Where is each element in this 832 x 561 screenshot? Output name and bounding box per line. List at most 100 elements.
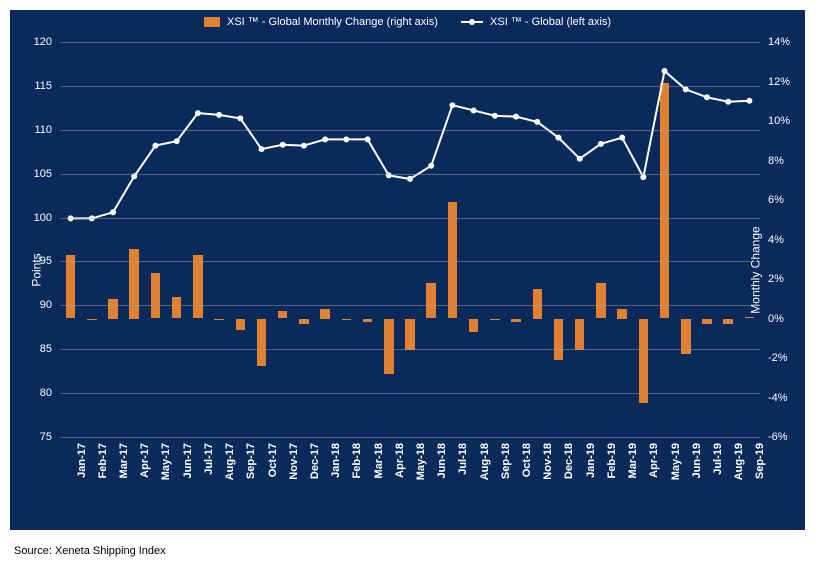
chart-area: XSI ™ - Global Monthly Change (right axi… <box>10 10 805 530</box>
x-tick-label: Oct-17 <box>267 443 279 477</box>
line-marker <box>725 99 731 105</box>
legend: XSI ™ - Global Monthly Change (right axi… <box>10 16 805 28</box>
line-marker <box>110 209 116 215</box>
y-right-tick-label: 12% <box>768 76 808 88</box>
line-marker <box>640 174 646 180</box>
y-right-tick-label: 2% <box>768 273 808 285</box>
x-tick-label: Sep-19 <box>754 443 766 479</box>
gridline <box>60 218 760 219</box>
line-path <box>71 71 750 218</box>
y-right-tick-label: 14% <box>768 36 808 48</box>
line-marker <box>471 107 477 113</box>
bar-swatch-icon <box>204 17 220 27</box>
line-marker <box>407 176 413 182</box>
line-marker <box>746 98 752 104</box>
y-right-tick-label: 8% <box>768 155 808 167</box>
legend-line-label: XSI ™ - Global (left axis) <box>490 16 611 28</box>
line-marker <box>343 136 349 142</box>
line-marker <box>662 68 668 74</box>
line-swatch-icon <box>461 17 483 27</box>
x-tick-label: Aug-17 <box>224 443 236 480</box>
line-marker <box>280 142 286 148</box>
x-tick-label: Aug-19 <box>733 443 745 480</box>
line-layer <box>60 42 760 437</box>
chart-container: XSI ™ - Global Monthly Change (right axi… <box>0 0 832 561</box>
source-text: Source: Xeneta Shipping Index <box>14 545 166 557</box>
x-tick-label: Sep-17 <box>245 443 257 479</box>
y-right-tick-label: 0% <box>768 313 808 325</box>
line-marker <box>598 141 604 147</box>
line-marker <box>322 136 328 142</box>
y-right-tick-label: -4% <box>768 392 808 404</box>
x-tick-label: Dec-18 <box>563 443 575 479</box>
gridline <box>60 174 760 175</box>
gridline <box>60 393 760 394</box>
y-left-tick-label: 95 <box>12 255 52 267</box>
line-marker <box>492 113 498 119</box>
x-tick-label: Apr-18 <box>394 443 406 478</box>
legend-bar-label: XSI ™ - Global Monthly Change (right axi… <box>227 16 438 28</box>
y-right-tick-label: 10% <box>768 115 808 127</box>
x-tick-label: Dec-17 <box>309 443 321 479</box>
x-tick-label: Jul-17 <box>203 443 215 475</box>
x-tick-label: Oct-18 <box>521 443 533 477</box>
line-marker <box>619 135 625 141</box>
x-tick-label: May-18 <box>415 443 427 480</box>
line-marker <box>152 143 158 149</box>
x-tick-label: May-19 <box>670 443 682 480</box>
gridline <box>60 86 760 87</box>
x-tick-label: Feb-18 <box>351 443 363 478</box>
x-tick-label: Aug-18 <box>479 443 491 480</box>
x-tick-label: Nov-18 <box>542 443 554 480</box>
y-left-tick-label: 75 <box>12 431 52 443</box>
line-marker <box>428 163 434 169</box>
line-marker <box>237 115 243 121</box>
x-tick-label: Mar-19 <box>627 443 639 478</box>
y-left-tick-label: 120 <box>12 36 52 48</box>
line-marker <box>683 86 689 92</box>
x-tick-label: Jan-19 <box>585 443 597 478</box>
line-marker <box>301 143 307 149</box>
y-left-tick-label: 80 <box>12 387 52 399</box>
x-tick-label: Nov-17 <box>288 443 300 480</box>
line-marker <box>174 138 180 144</box>
gridline <box>60 437 760 438</box>
x-tick-label: Apr-17 <box>139 443 151 478</box>
x-tick-label: Jun-18 <box>436 443 448 478</box>
x-tick-label: May-17 <box>160 443 172 480</box>
y-right-tick-label: -6% <box>768 431 808 443</box>
gridline <box>60 305 760 306</box>
gridline <box>60 42 760 43</box>
x-tick-label: Sep-18 <box>500 443 512 479</box>
x-tick-label: Jun-19 <box>691 443 703 478</box>
x-tick-label: Mar-18 <box>373 443 385 478</box>
gridline <box>60 261 760 262</box>
x-tick-label: Feb-17 <box>97 443 109 478</box>
y-left-tick-label: 100 <box>12 212 52 224</box>
x-tick-label: Feb-19 <box>606 443 618 478</box>
legend-item-bar: XSI ™ - Global Monthly Change (right axi… <box>204 16 438 28</box>
y-left-tick-label: 85 <box>12 343 52 355</box>
line-marker <box>195 110 201 116</box>
x-tick-label: Mar-17 <box>118 443 130 478</box>
y-right-tick-label: 6% <box>768 194 808 206</box>
legend-item-line: XSI ™ - Global (left axis) <box>461 16 611 28</box>
line-marker <box>449 102 455 108</box>
x-tick-label: Jun-17 <box>182 443 194 478</box>
x-tick-label: Jan-18 <box>330 443 342 478</box>
line-marker <box>259 146 265 152</box>
y-right-tick-label: 4% <box>768 234 808 246</box>
gridline <box>60 130 760 131</box>
y-left-tick-label: 105 <box>12 168 52 180</box>
plot-area: 7580859095100105110115120-6%-4%-2%0%2%4%… <box>60 42 760 437</box>
line-marker <box>577 156 583 162</box>
x-tick-label: Apr-19 <box>648 443 660 478</box>
y-left-tick-label: 90 <box>12 299 52 311</box>
y-left-tick-label: 110 <box>12 124 52 136</box>
x-tick-label: Jul-18 <box>457 443 469 475</box>
line-marker <box>704 94 710 100</box>
x-tick-label: Jan-17 <box>76 443 88 478</box>
line-marker <box>513 114 519 120</box>
line-marker <box>555 135 561 141</box>
line-marker <box>534 119 540 125</box>
